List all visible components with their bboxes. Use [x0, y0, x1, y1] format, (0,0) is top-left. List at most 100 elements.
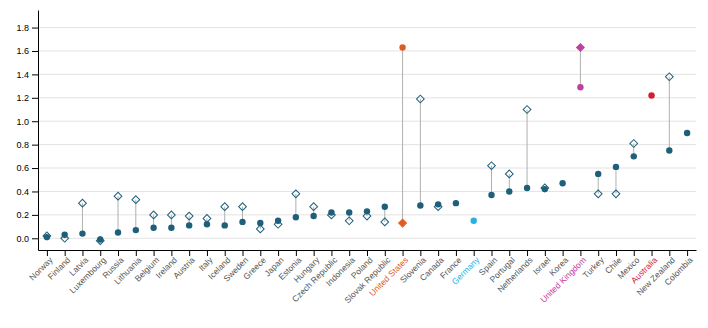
dot [310, 213, 316, 219]
y-tick: 1.8 [16, 23, 38, 33]
diamond [203, 215, 211, 223]
diamond [256, 225, 264, 233]
diamond [292, 190, 300, 198]
connector [527, 110, 528, 188]
dot [328, 209, 334, 215]
dot [168, 225, 174, 231]
y-tick-mark [32, 145, 38, 146]
grid-line [38, 74, 696, 75]
grid-line [38, 144, 696, 145]
dot [417, 202, 423, 208]
x-tick: United Kingdom [538, 250, 588, 305]
dot [684, 130, 690, 136]
diamond [523, 106, 531, 114]
x-tick-label: Turkey [581, 254, 607, 280]
dot [648, 92, 654, 98]
x-tick: Belgium [132, 250, 161, 284]
dot [79, 230, 85, 236]
dot [453, 200, 459, 206]
dot [471, 218, 477, 224]
grid-line [38, 97, 696, 98]
diamond [612, 190, 620, 198]
x-tick: Finland [46, 250, 73, 282]
connector [420, 99, 421, 206]
diamond [61, 234, 69, 242]
grid-line [38, 168, 696, 169]
dot [435, 201, 441, 207]
y-tick-label: 0.0 [16, 234, 29, 244]
grid-line [38, 121, 696, 122]
diamond [168, 211, 176, 219]
y-tick-mark [32, 191, 38, 192]
y-tick-label: 1.4 [16, 70, 29, 80]
x-tick: Austria [171, 250, 197, 281]
y-tick-mark [32, 215, 38, 216]
dot [595, 171, 601, 177]
dot [666, 147, 672, 153]
dot [133, 227, 139, 233]
x-tick-label: Netherlands [495, 255, 534, 294]
dot [150, 225, 156, 231]
diamond [416, 95, 424, 103]
grid-line [38, 238, 696, 239]
diamond [274, 220, 282, 228]
y-tick-mark [32, 51, 38, 52]
dot [346, 209, 352, 215]
y-tick: 1.4 [16, 70, 38, 80]
diamond [310, 203, 318, 211]
grid-line [38, 27, 696, 28]
diamond [630, 140, 638, 148]
marks [43, 44, 690, 245]
y-tick: 0.8 [16, 140, 38, 150]
chart: 0.00.20.40.60.81.01.21.41.61.8NorwayFinl… [0, 0, 708, 328]
series-1 [43, 44, 673, 245]
dot [524, 185, 530, 191]
x-tick-label: United Kingdom [538, 255, 588, 305]
diamond [132, 196, 140, 204]
diamond [434, 203, 442, 211]
dot [186, 222, 192, 228]
dot [399, 44, 405, 50]
y-tick: 1.2 [16, 93, 38, 103]
dot [559, 180, 565, 186]
y-tick-label: 0.2 [16, 210, 29, 220]
x-tick: Netherlands [495, 250, 534, 294]
connector [402, 47, 403, 223]
dot [115, 229, 121, 235]
y-tick-label: 1.0 [16, 117, 29, 127]
dot [222, 222, 228, 228]
y-tick-mark [32, 238, 38, 239]
y-tick-mark [32, 74, 38, 75]
dot [577, 84, 583, 90]
x-tick: Turkey [581, 250, 607, 280]
diamond [594, 190, 602, 198]
diamond [150, 211, 158, 219]
grid-line [38, 50, 696, 51]
y-tick-mark [32, 168, 38, 169]
y-tick: 0.2 [16, 210, 38, 220]
y-tick-mark [32, 28, 38, 29]
y-tick: 0.0 [16, 234, 38, 244]
dot [364, 208, 370, 214]
diamond [345, 217, 353, 225]
y-tick-label: 1.8 [16, 23, 29, 33]
x-axis: NorwayFinlandLatviaLuxembourgRussiaLithu… [27, 250, 696, 305]
dot [506, 188, 512, 194]
dot [631, 153, 637, 159]
y-tick-mark [32, 121, 38, 122]
diamond [221, 203, 229, 211]
x-tick: Germany [450, 250, 482, 287]
y-tick: 0.4 [16, 187, 38, 197]
connector [118, 196, 119, 232]
dot [382, 203, 388, 209]
grid [38, 28, 696, 239]
y-tick-label: 0.8 [16, 140, 29, 150]
dot [239, 219, 245, 225]
x-tick: Colombia [662, 250, 695, 287]
y-tick-label: 0.4 [16, 187, 29, 197]
diamond [96, 237, 104, 245]
y-tick-mark [32, 98, 38, 99]
y-tick: 1.0 [16, 117, 38, 127]
x-tick: Greece [241, 250, 268, 282]
connector [580, 47, 581, 87]
